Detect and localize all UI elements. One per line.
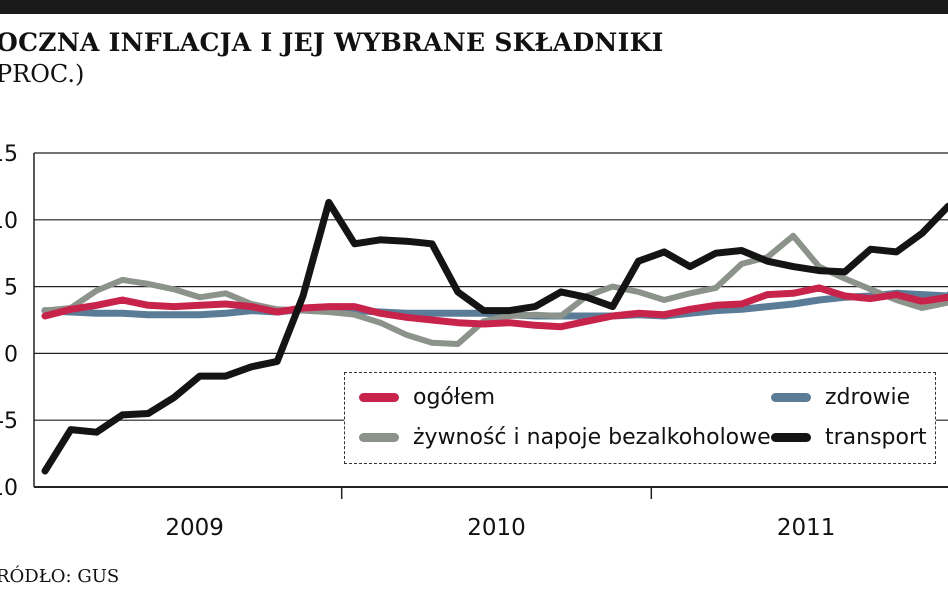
legend-item-ogolem: ogółem bbox=[359, 385, 495, 410]
legend-swatch-zdrowie bbox=[771, 393, 811, 402]
x-year-label: 2010 bbox=[467, 515, 526, 541]
chart-legend: ogółem zdrowie żywność i napoje bezalkoh… bbox=[344, 372, 936, 464]
legend-swatch-ogolem bbox=[359, 393, 399, 402]
legend-item-zdrowie: zdrowie bbox=[771, 385, 910, 410]
legend-label-ogolem: ogółem bbox=[413, 385, 496, 410]
y-tick-label: 5 bbox=[4, 276, 18, 301]
legend-item-transport: transport bbox=[771, 425, 927, 450]
source-note: RÓDŁO: GUS bbox=[0, 566, 120, 587]
legend-label-transport: transport bbox=[825, 425, 927, 450]
legend-swatch-zywnosc bbox=[359, 433, 399, 442]
x-year-label: 2011 bbox=[777, 515, 836, 541]
legend-swatch-transport bbox=[771, 433, 811, 442]
legend-label-zdrowie: zdrowie bbox=[825, 385, 911, 410]
line-chart: 15 10 5 0 -5 -10 2009 2010 2011 bbox=[0, 142, 948, 541]
y-tick-label: 0 bbox=[4, 342, 18, 367]
y-tick-label: 15 bbox=[0, 142, 18, 167]
legend-item-zywnosc: żywność i napoje bezalkoholowe bbox=[359, 425, 771, 450]
x-year-label: 2009 bbox=[165, 515, 224, 541]
series-line-ogolem bbox=[41, 284, 948, 331]
legend-label-zywnosc: żywność i napoje bezalkoholowe bbox=[413, 425, 771, 450]
chart-subtitle: PROC.) bbox=[0, 60, 85, 88]
y-tick-label: -5 bbox=[0, 409, 18, 434]
series-line-transport bbox=[41, 198, 948, 475]
y-tick-label: 10 bbox=[0, 209, 18, 234]
series-line-zywnosc bbox=[42, 232, 948, 347]
y-tick-label: -10 bbox=[0, 476, 18, 501]
chart-title: OCZNA INFLACJA I JEJ WYBRANE SKŁADNIKI bbox=[0, 28, 664, 57]
top-bar bbox=[0, 0, 948, 14]
